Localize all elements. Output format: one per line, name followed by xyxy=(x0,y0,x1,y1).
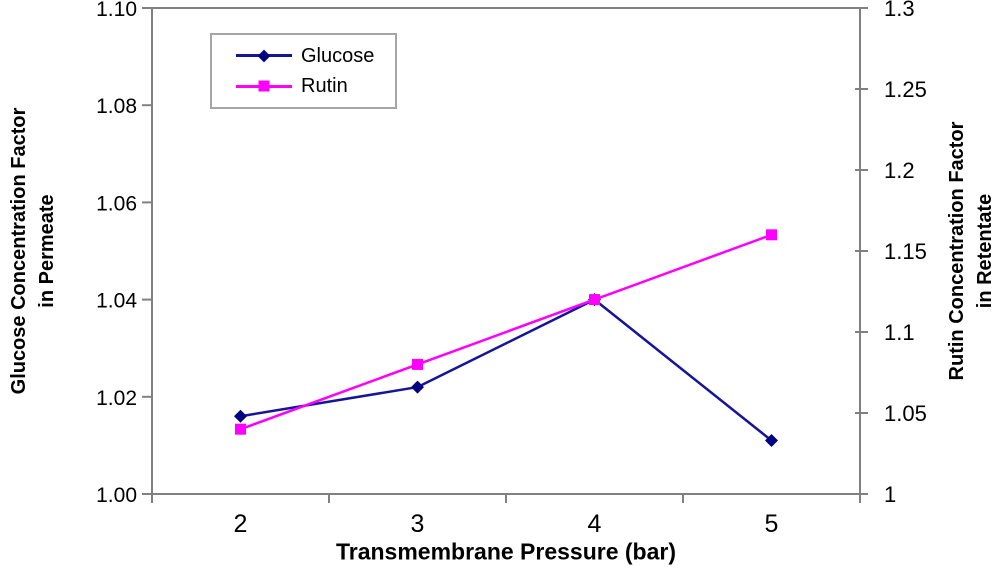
series-line-rutin xyxy=(240,233,772,431)
x-axis-title: Transmembrane Pressure (bar) xyxy=(335,538,677,565)
marker-glucose xyxy=(411,380,424,394)
x-tick-label: 2 xyxy=(234,510,248,538)
right-axis-title-line1: Rutin Concentration Factor xyxy=(946,121,968,381)
left-axis-title-line2: in Permeate xyxy=(36,194,58,308)
y-right-tick-label: 1.25 xyxy=(884,77,927,102)
series-line-glucose xyxy=(240,298,773,442)
legend-label-rutin: Rutin xyxy=(301,75,348,98)
marker-rutin xyxy=(589,294,600,306)
left-axis-title: Glucose Concentration Factor in Permeate xyxy=(5,108,61,395)
x-tick-label: 5 xyxy=(765,510,779,538)
marker-glucose xyxy=(765,434,778,448)
rutin-square-icon xyxy=(258,80,270,92)
legend-label-glucose: Glucose xyxy=(301,44,375,67)
y-right-tick-label: 1.05 xyxy=(884,401,927,426)
x-tick-label: 4 xyxy=(588,510,602,538)
rutin-line-sample xyxy=(236,80,292,93)
marker-rutin xyxy=(235,423,246,435)
y-left-tick-label: 1.02 xyxy=(96,387,137,410)
y-right-tick-label: 1.3 xyxy=(884,0,915,21)
y-left-tick-label: 1.00 xyxy=(96,484,137,507)
left-axis-title-line1: Glucose Concentration Factor xyxy=(8,107,30,395)
y-right-tick-label: 1.1 xyxy=(884,320,915,345)
marker-rutin xyxy=(412,358,423,370)
legend-entry-glucose: Glucose xyxy=(236,46,395,66)
right-axis-title-line2: in Retentate xyxy=(974,193,996,309)
y-left-tick-label: 1.06 xyxy=(96,192,137,215)
y-right-tick-label: 1 xyxy=(884,482,896,507)
glucose-line-sample xyxy=(236,49,292,63)
y-left-tick-label: 1.10 xyxy=(96,0,137,21)
marker-glucose xyxy=(234,409,247,423)
y-right-tick-label: 1.2 xyxy=(884,158,915,183)
glucose-diamond-icon xyxy=(257,49,271,63)
y-right-tick-label: 1.15 xyxy=(884,239,927,264)
right-axis-title: Rutin Concentration Factor in Retentate xyxy=(943,122,999,381)
marker-rutin xyxy=(766,229,777,241)
x-tick-label: 3 xyxy=(411,510,425,538)
legend-entry-rutin: Rutin xyxy=(236,76,395,96)
y-left-tick-label: 1.08 xyxy=(96,95,137,118)
y-left-tick-label: 1.04 xyxy=(96,290,137,313)
legend: Glucose Rutin xyxy=(210,33,397,109)
